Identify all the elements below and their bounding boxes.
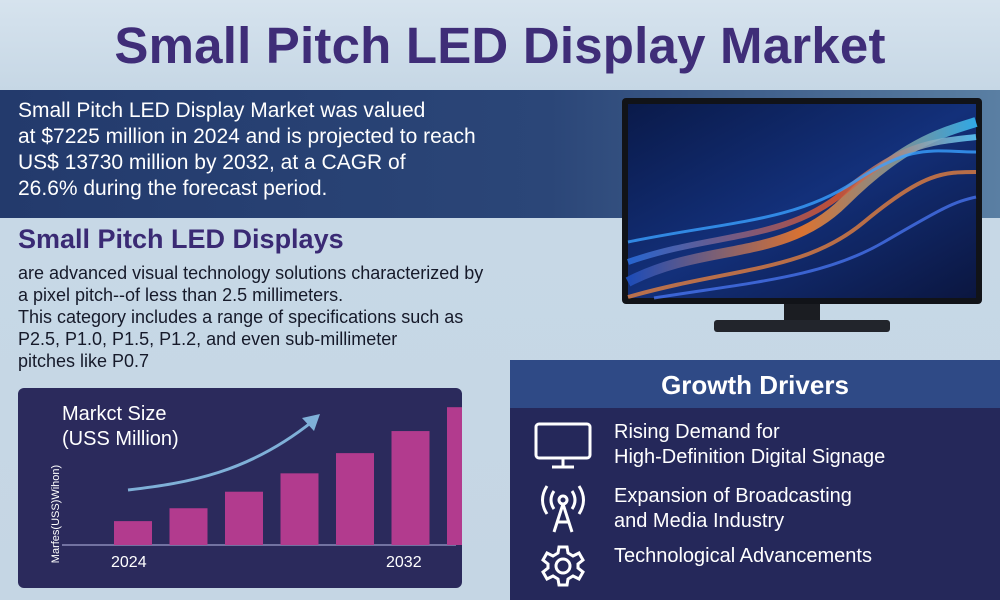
chart-bar bbox=[225, 491, 263, 545]
section-description: are advanced visual technology solutions… bbox=[18, 262, 608, 372]
driver-line: Rising Demand for bbox=[614, 421, 780, 443]
driver-text: Expansion of Broadcasting and Media Indu… bbox=[614, 484, 994, 534]
chart-bar bbox=[391, 431, 430, 545]
chart-bar bbox=[336, 453, 374, 545]
broadcast-tower-icon bbox=[541, 485, 585, 533]
driver-line: Technological Advancements bbox=[614, 545, 872, 567]
summary-line: at $7225 million in 2024 and is projecte… bbox=[18, 125, 476, 148]
trend-arrow-line bbox=[127, 419, 314, 492]
market-size-chart: Markct Size (USS Million) Marfes(USS)Wih… bbox=[18, 388, 462, 588]
description-line: a pixel pitch--of less than 2.5 millimet… bbox=[18, 285, 344, 305]
x-tick-label-start: 2024 bbox=[111, 554, 147, 571]
gear-icon bbox=[541, 545, 585, 587]
y-axis-label: Marfes(USS)Wihon) bbox=[50, 464, 62, 564]
chart-title-line: (USS Million) bbox=[62, 428, 179, 450]
growth-drivers-title: Growth Drivers bbox=[510, 360, 1000, 408]
x-tick-label-end: 2032 bbox=[386, 554, 422, 571]
growth-drivers-panel: Growth Drivers Rising Demand for High-De… bbox=[510, 360, 1000, 600]
driver-line: High-Definition Digital Signage bbox=[614, 446, 886, 468]
summary-line: US$ 13730 million by 2032, at a CAGR of bbox=[18, 151, 406, 174]
chart-bar bbox=[447, 407, 462, 545]
summary-line: 26.6% during the forecast period. bbox=[18, 177, 328, 200]
market-summary: Small Pitch LED Display Market was value… bbox=[18, 98, 618, 202]
chart-title: Markct Size (USS Million) bbox=[62, 402, 179, 452]
chart-canvas bbox=[62, 407, 462, 546]
driver-line: Expansion of Broadcasting bbox=[614, 485, 852, 507]
monitor-icon bbox=[534, 422, 592, 469]
led-monitor-illustration bbox=[622, 98, 982, 332]
description-line: are advanced visual technology solutions… bbox=[18, 263, 484, 283]
driver-line: and Media Industry bbox=[614, 510, 785, 532]
description-line: pitches like P0.7 bbox=[18, 351, 150, 371]
chart-bar bbox=[169, 508, 208, 545]
chart-bar bbox=[114, 521, 152, 545]
driver-text: Technological Advancements bbox=[614, 544, 994, 569]
chart-bar bbox=[280, 473, 319, 545]
summary-line: Small Pitch LED Display Market was value… bbox=[18, 99, 426, 122]
chart-title-line: Markct Size bbox=[62, 403, 167, 425]
description-line: P2.5, P1.0, P1.5, P1.2, and even sub-mil… bbox=[18, 329, 398, 349]
driver-text: Rising Demand for High-Definition Digita… bbox=[614, 420, 994, 470]
description-line: This category includes a range of specif… bbox=[18, 307, 464, 327]
section-title: Small Pitch LED Displays bbox=[18, 224, 344, 254]
page-title: Small Pitch LED Display Market bbox=[0, 0, 1000, 90]
trend-arrow-head bbox=[302, 414, 320, 431]
